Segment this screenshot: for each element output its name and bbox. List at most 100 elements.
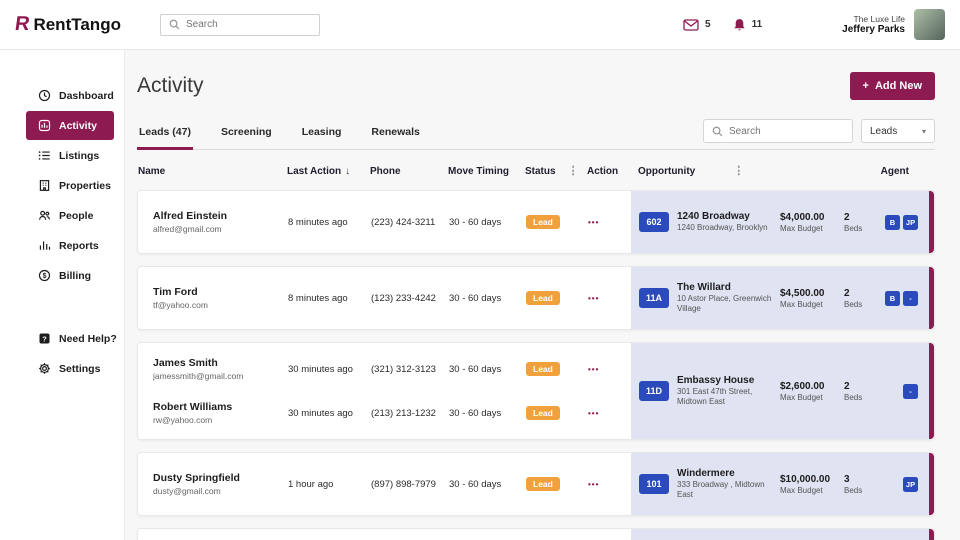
tabs: Leads (47) Screening Leasing Renewals [137,116,422,150]
lead-name[interactable]: Dusty Springfield [153,472,240,484]
row-actions-button[interactable]: ••• [588,217,600,227]
lead-line: Robert Williams rw@yahoo.com 30 minutes ag… [138,391,631,435]
sidebar: Dashboard Activity Listings Properties Peopl… [0,50,125,540]
lead-name[interactable]: James Smith [153,357,218,369]
opportunity-filter-icon[interactable]: ⋮ [733,165,745,177]
row-actions-button[interactable]: ••• [588,293,600,303]
col-last-action[interactable]: Last Action ↓ [287,166,351,177]
lead-cells: James Smith jamessmith@gmail.com 30 minute… [138,343,631,439]
sidebar-item-activity[interactable]: Activity [26,111,114,140]
agent-badge[interactable]: - [903,383,918,399]
lead-name[interactable]: Tim Ford [153,286,198,298]
sidebar-item-listings[interactable]: Listings [26,141,114,170]
user-name: Jeffery Parks [842,24,905,35]
renttango-logo[interactable]: R RentTango [14,13,160,36]
row-actions-button[interactable]: ••• [588,408,600,418]
lead-name[interactable]: Alfred Einstein [153,210,228,222]
opportunity-card[interactable]: 101 Windermere 333 Broadway , Midtown East… [631,453,934,515]
topbar-right: 5 11 The Luxe Life Jeffery Parks [683,9,945,40]
svg-text:$: $ [42,273,46,280]
status-badge: Lead [526,291,560,305]
lead-email: dusty@gmail.com [153,486,221,496]
table-search[interactable] [703,119,853,143]
status-badge: Lead [526,477,560,491]
max-budget-label: Max Budget [780,223,823,233]
user-info: The Luxe Life Jeffery Parks [842,14,905,35]
action-cell: ••• [588,364,631,375]
lead-cells: Dusty Springfield dusty@gmail.com 1 hour a… [138,453,631,515]
agent-badge[interactable]: B [885,214,900,230]
sidebar-item-label: People [59,209,94,222]
sidebar-nav: Dashboard Activity Listings Properties Peopl… [0,80,124,291]
sidebar-item-label: Billing [59,269,92,282]
move-timing: 30 - 60 days [449,292,502,304]
property-name: Windermere [677,468,735,479]
beds: 2 Beds [844,212,874,233]
agent-badge[interactable]: B [885,290,900,306]
property-address: 1240 Broadway, Brooklyn [677,223,768,232]
global-search[interactable] [160,13,320,36]
avatar[interactable] [914,9,945,40]
col-opportunity[interactable]: Opportunity [638,166,696,177]
opportunity-card[interactable]: 602 1240 Broadway 1240 Broadway, Brooklyn $… [631,191,934,253]
beds-value: 3 [844,473,850,485]
agent-badge[interactable]: - [903,290,918,306]
user-menu[interactable]: The Luxe Life Jeffery Parks [842,9,945,40]
max-budget-value: $4,500.00 [780,287,825,299]
main-content: Activity + Add New Leads (47) Screening Le… [125,50,960,540]
messages-count: 5 [705,19,711,30]
row-actions-button[interactable]: ••• [588,479,600,489]
row-actions-button[interactable]: ••• [588,364,600,374]
sidebar-item-help[interactable]: ? Need Help? [26,324,117,353]
tabs-row: Leads (47) Screening Leasing Renewals Leads… [137,116,935,150]
type-filter-dropdown[interactable]: Leads ▾ [861,119,935,143]
name-cell: Dusty Springfield dusty@gmail.com [138,472,288,496]
beds-value: 2 [844,380,850,392]
move-timing: 30 - 60 days [449,363,502,375]
sidebar-item-properties[interactable]: Properties [26,171,114,200]
page-title: Activity [137,74,204,97]
messages-button[interactable]: 5 [683,18,711,31]
activity-rows: Alfred Einstein alfred@gmail.com 8 minutes… [137,190,935,540]
unit-badge: 602 [639,212,669,232]
last-action: 30 minutes ago [288,363,353,375]
tab-renewals[interactable]: Renewals [371,126,420,138]
lead-name[interactable]: Robert Williams [153,401,233,413]
col-status[interactable]: Status ⋮ [525,165,579,178]
opportunity-card[interactable]: 11D Embassy House 301 East 47th Street, Mi… [631,343,934,439]
sidebar-item-dashboard[interactable]: Dashboard [26,81,114,110]
sidebar-item-settings[interactable]: Settings [26,354,114,383]
activity-icon [37,119,51,132]
agent-badge[interactable]: JP [903,214,918,230]
sidebar-item-billing[interactable]: $ Billing [26,261,114,290]
lead-phone: (213) 213-1232 [371,407,436,419]
beds: 2 Beds [844,381,874,402]
lead-phone: (321) 312-3123 [371,363,436,375]
agent-badge[interactable]: JP [903,476,918,492]
notifications-button[interactable]: 11 [733,18,762,32]
tab-screening[interactable]: Screening [220,126,272,138]
listings-icon [37,149,51,162]
action-cell: ••• [588,408,631,419]
col-move-timing[interactable]: Move Timing [448,166,509,177]
agent-badges: B JP [880,214,918,230]
lead-email: jamessmith@gmail.com [153,371,244,381]
global-search-input[interactable] [186,19,311,30]
reports-icon [37,239,51,252]
lead-line: Alfred Einstein alfred@gmail.com 8 minutes… [138,191,631,253]
col-name[interactable]: Name [138,166,166,177]
add-new-button[interactable]: + Add New [849,72,935,100]
last-action: 8 minutes ago [288,216,348,228]
tab-leads-47[interactable]: Leads (47) [137,116,193,150]
topbar: R RentTango 5 11 The Luxe Life Jeffery P… [0,0,960,50]
unit-badge: 101 [639,474,669,494]
status-filter-icon[interactable]: ⋮ [567,165,579,177]
sidebar-item-reports[interactable]: Reports [26,231,114,260]
table-search-input[interactable] [729,125,844,137]
sidebar-item-people[interactable]: People [26,201,114,230]
col-phone[interactable]: Phone [370,166,401,177]
tab-leasing[interactable]: Leasing [301,126,342,138]
